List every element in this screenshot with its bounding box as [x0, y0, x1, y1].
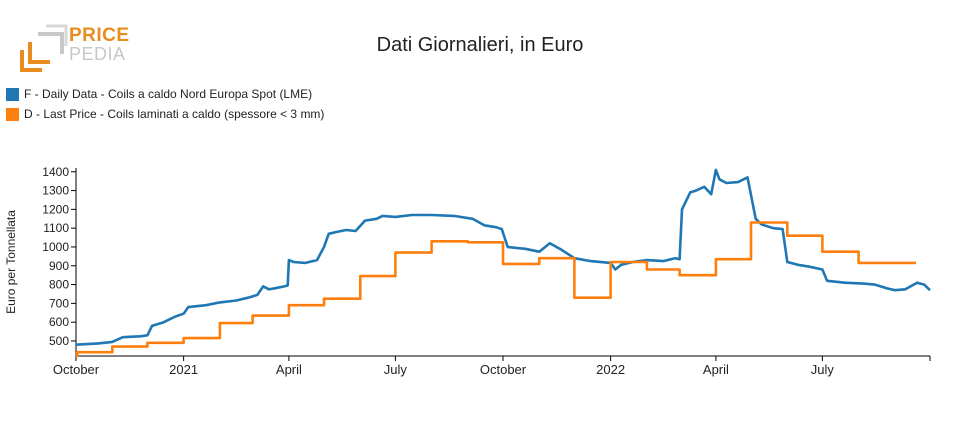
x-tick-label: July: [811, 362, 835, 377]
legend-item-series-2[interactable]: D - Last Price - Coils laminati a caldo …: [6, 104, 324, 124]
logo-mark-icon: [20, 24, 68, 72]
series-line-1: [75, 168, 931, 346]
y-tick-label: 500: [49, 334, 69, 348]
x-tick-label: October: [480, 362, 527, 377]
chart-legend: F - Daily Data - Coils a caldo Nord Euro…: [6, 84, 324, 124]
y-tick-label: 600: [49, 315, 69, 329]
x-tick-label: 2022: [596, 362, 625, 377]
series-line-2: [75, 221, 916, 358]
y-tick-label: 800: [49, 278, 69, 292]
chart-title: Dati Giornalieri, in Euro: [376, 34, 584, 56]
y-axis-label: Euro per Tonnellata: [4, 210, 18, 314]
x-tick-label: July: [384, 362, 408, 377]
y-tick-label: 1400: [42, 165, 69, 179]
legend-swatch-series-2: [6, 107, 19, 121]
y-tick-label: 900: [49, 259, 69, 273]
y-tick-label: 700: [49, 296, 69, 310]
logo-text-pedia: PEDIA: [69, 44, 126, 64]
y-tick-label: 1000: [42, 240, 69, 254]
x-tick-label: April: [276, 362, 302, 377]
logo-text-price: PRICE: [69, 25, 130, 46]
pricepedia-logo: PRICE PEDIA: [20, 22, 130, 72]
y-tick-label: 1300: [42, 184, 69, 198]
legend-swatch-series-1: [6, 87, 19, 101]
legend-label-series-2: D - Last Price - Coils laminati a caldo …: [24, 107, 325, 121]
y-tick-label: 1200: [42, 202, 69, 216]
x-tick-label: October: [53, 362, 100, 377]
x-tick-label: April: [703, 362, 729, 377]
x-tick-label: 2021: [169, 362, 198, 377]
legend-label-series-1: F - Daily Data - Coils a caldo Nord Euro…: [24, 87, 313, 101]
legend-item-series-1[interactable]: F - Daily Data - Coils a caldo Nord Euro…: [6, 84, 324, 104]
y-tick-label: 1100: [43, 221, 69, 235]
